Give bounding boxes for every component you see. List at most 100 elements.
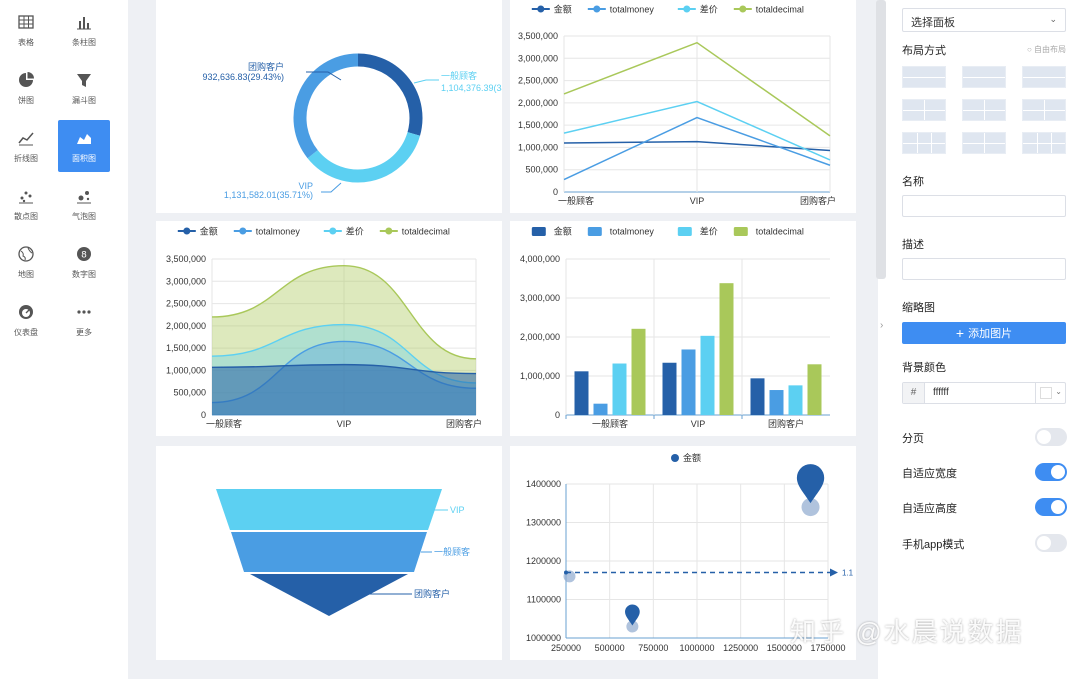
layout-divider	[903, 77, 945, 78]
legend-swatch-icon	[733, 227, 748, 236]
legend-label: totaldecimal	[756, 227, 804, 237]
layout-option-6[interactable]	[1022, 99, 1066, 121]
funnel-layer-2	[250, 574, 408, 616]
add-image-label: 添加图片	[968, 328, 1013, 340]
scatter-chart-icon	[19, 191, 33, 203]
funnel-label: 一般顾客	[434, 546, 470, 557]
map-globe-icon	[18, 245, 34, 262]
palette-item-gauge[interactable]: 仪表盘	[0, 294, 52, 346]
palette-item-more-dots[interactable]: 更多	[58, 294, 110, 346]
pie-label-line	[413, 79, 439, 84]
markline-label: 1.1	[842, 569, 854, 578]
panel-collapse-handle[interactable]: ›	[880, 320, 884, 331]
scatter-chart-card[interactable]: 金额 1400000 1300000 1200000 1100000 1000000 250…	[510, 446, 856, 660]
layout-divider	[903, 143, 945, 144]
area-chart-card[interactable]: 金额 totalmoney 差价 totaldecimal 3,500,000 3,000…	[156, 221, 502, 436]
color-swatch-picker[interactable]: ⌄	[1035, 383, 1065, 403]
pie-label-value: 932,636.83(29.43%)	[202, 72, 284, 82]
palette-label: 面积图	[72, 153, 96, 163]
x-tick-label: 团购客户	[446, 418, 482, 429]
free-layout-option[interactable]: ○ 自由布局	[1026, 45, 1066, 54]
layout-divider	[1023, 110, 1065, 111]
name-input[interactable]	[902, 195, 1066, 217]
desc-input[interactable]	[902, 258, 1066, 280]
bar-1-2	[769, 390, 784, 415]
palette-item-table[interactable]: 表格	[0, 4, 52, 56]
dashboard-canvas: 团购客户 932,636.83(29.43%) 一般顾客 1,104,376.39(3…	[128, 0, 878, 679]
x-tick-label: 团购客户	[768, 418, 804, 429]
toggle-switch-3[interactable]	[1035, 534, 1067, 552]
y-tick-label: 1400000	[526, 479, 561, 489]
pie-slice-2	[293, 53, 359, 159]
add-image-button[interactable]: + 添加图片	[902, 322, 1066, 344]
layout-option-7[interactable]	[902, 132, 946, 154]
layout-option-3[interactable]	[1022, 66, 1066, 88]
bg-color-label: 背景颜色	[902, 362, 946, 374]
layout-divider	[963, 77, 1005, 78]
bg-color-field[interactable]: # ffffff ⌄	[902, 382, 1066, 404]
palette-item-area-chart[interactable]: 面积图	[58, 120, 110, 172]
legend-swatch-icon	[531, 227, 546, 236]
layout-option-5[interactable]	[962, 99, 1006, 121]
scatter-chart: 金额14000001300000120000011000001000000250…	[526, 452, 854, 653]
y-tick-label: 2,000,000	[520, 332, 560, 342]
palette-label: 更多	[76, 327, 92, 337]
canvas-scrollbar[interactable]	[876, 0, 886, 279]
legend-label: 差价	[346, 226, 364, 237]
funnel-label: 团购客户	[414, 588, 450, 599]
palette-label: 数字图	[72, 269, 96, 279]
layout-option-2[interactable]	[962, 66, 1006, 88]
pie-chart-card[interactable]: 团购客户 932,636.83(29.43%) 一般顾客 1,104,376.39(3…	[156, 0, 502, 213]
palette-item-scatter-chart[interactable]: 散点图	[0, 178, 52, 230]
layout-option-4[interactable]	[902, 99, 946, 121]
palette-label: 气泡图	[72, 211, 96, 221]
legend-marker-icon	[537, 5, 545, 13]
toggle-switch-2[interactable]	[1035, 498, 1067, 516]
toggle-switch-0[interactable]	[1035, 428, 1067, 446]
more-dots-icon	[77, 309, 91, 314]
y-tick-label: 3,000,000	[166, 276, 206, 286]
y-tick-label: 3,000,000	[518, 53, 558, 63]
settings-panel: 选择面板 ⌄ 布局方式 ○ 自由布局 名称 描述 缩略图 + 添加图片 背景颜色…	[888, 0, 1080, 679]
layout-option-9[interactable]	[1022, 132, 1066, 154]
y-tick-label: 2,500,000	[166, 299, 206, 309]
palette-item-bubble-chart[interactable]: 气泡图	[58, 178, 110, 230]
palette-item-map-globe[interactable]: 地图	[0, 236, 52, 288]
layout-option-8[interactable]	[962, 132, 1006, 154]
pie-label-name: 团购客户	[248, 61, 284, 72]
pie-label-name: VIP	[298, 181, 313, 191]
palette-item-line-chart[interactable]: 折线图	[0, 120, 52, 172]
legend-marker-icon	[183, 227, 191, 235]
funnel-layer-1	[231, 532, 427, 572]
y-tick-label: 1200000	[526, 556, 561, 566]
number-chart-icon: 8	[77, 246, 91, 261]
palette-item-number-chart[interactable]: 8 数字图	[58, 236, 110, 288]
line-chart-card[interactable]: 金额 totalmoney 差价 totaldecimal 3,500,000 3,000…	[510, 0, 856, 213]
bar-2-1	[700, 335, 715, 415]
bar-chart-card[interactable]: 金额 totalmoney 差价 totaldecimal 4,000,000 3,000…	[510, 221, 856, 436]
x-tick-label: 750000	[638, 643, 668, 653]
bar-chart: 金额 totalmoney 差价 totaldecimal 4,000,000 3,000…	[520, 226, 830, 429]
line-chart-icon	[18, 132, 34, 145]
funnel-label: VIP	[450, 505, 465, 515]
palette-item-pie-chart[interactable]: 饼图	[0, 62, 52, 114]
line-series-1	[563, 116, 831, 181]
layout-divider	[963, 143, 1005, 144]
panel-select[interactable]: 选择面板 ⌄	[902, 8, 1066, 32]
y-tick-label: 0	[201, 410, 206, 420]
desc-label: 描述	[902, 239, 924, 251]
y-tick-label: 3,500,000	[518, 31, 558, 41]
funnel-chart-card[interactable]: VIP 一般顾客团购客户	[156, 446, 502, 660]
pie-label-name: 一般顾客	[441, 70, 477, 81]
palette-item-bar-chart[interactable]: 条柱图	[58, 4, 110, 56]
min-pin-icon	[625, 604, 640, 626]
legend-marker-icon	[683, 5, 691, 13]
palette-item-funnel-chart[interactable]: 漏斗图	[58, 62, 110, 114]
funnel-layer-0	[216, 489, 442, 530]
layout-option-1[interactable]	[902, 66, 946, 88]
layout-divider	[1023, 77, 1065, 78]
bar-3-2	[807, 364, 822, 415]
toggle-switch-1[interactable]	[1035, 463, 1067, 481]
legend-label: 差价	[700, 226, 718, 237]
legend-marker-icon	[671, 454, 679, 462]
